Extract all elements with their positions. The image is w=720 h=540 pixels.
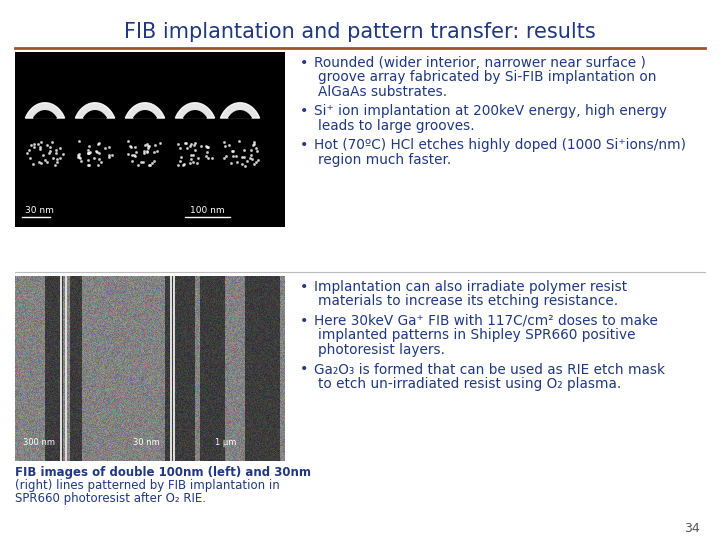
Text: SPR660 photoresist after O₂ RIE.: SPR660 photoresist after O₂ RIE. [15,492,206,505]
Text: to etch un-irradiated resist using O₂ plasma.: to etch un-irradiated resist using O₂ pl… [318,377,621,391]
Text: Implantation can also irradiate polymer resist: Implantation can also irradiate polymer … [314,280,627,294]
Polygon shape [184,111,207,118]
Polygon shape [134,111,156,118]
Text: Rounded (wider interior, narrower near surface ): Rounded (wider interior, narrower near s… [314,56,646,70]
Text: 30 nm: 30 nm [25,206,54,215]
Text: FIB implantation and pattern transfer: results: FIB implantation and pattern transfer: r… [124,22,596,42]
Text: 30 nm: 30 nm [133,438,160,447]
Text: Hot (70ºC) HCl etches highly doped (1000 Si⁺ions/nm): Hot (70ºC) HCl etches highly doped (1000… [314,138,686,152]
Text: •: • [300,138,308,152]
Text: •: • [300,105,308,118]
Polygon shape [25,103,65,118]
Polygon shape [125,103,165,118]
Text: photoresist layers.: photoresist layers. [318,343,445,357]
Polygon shape [34,111,56,118]
Text: (right) lines patterned by FIB implantation in: (right) lines patterned by FIB implantat… [15,479,280,492]
Text: leads to large grooves.: leads to large grooves. [318,119,474,133]
Text: FIB images of double 100nm (left) and 30nm: FIB images of double 100nm (left) and 30… [15,466,311,479]
Text: •: • [300,362,308,376]
Polygon shape [176,103,215,118]
Text: region much faster.: region much faster. [318,153,451,167]
Text: 300 nm: 300 nm [23,438,55,447]
Text: materials to increase its etching resistance.: materials to increase its etching resist… [318,294,618,308]
Text: 1 μm: 1 μm [215,438,236,447]
Polygon shape [84,111,107,118]
Bar [15,52,285,227]
Text: AlGaAs substrates.: AlGaAs substrates. [318,85,447,99]
Text: •: • [300,56,308,70]
Text: groove array fabricated by Si-FIB implantation on: groove array fabricated by Si-FIB implan… [318,71,657,84]
Text: Here 30keV Ga⁺ FIB with 117C/cm² doses to make: Here 30keV Ga⁺ FIB with 117C/cm² doses t… [314,314,658,328]
Polygon shape [220,103,260,118]
Text: •: • [300,280,308,294]
Text: Si⁺ ion implantation at 200keV energy, high energy: Si⁺ ion implantation at 200keV energy, h… [314,105,667,118]
Text: 34: 34 [684,522,700,535]
Text: implanted patterns in Shipley SPR660 positive: implanted patterns in Shipley SPR660 pos… [318,328,636,342]
Text: •: • [300,314,308,328]
Polygon shape [229,111,251,118]
Text: Ga₂O₃ is formed that can be used as RIE etch mask: Ga₂O₃ is formed that can be used as RIE … [314,362,665,376]
Text: 100 nm: 100 nm [190,206,225,215]
Polygon shape [76,103,114,118]
